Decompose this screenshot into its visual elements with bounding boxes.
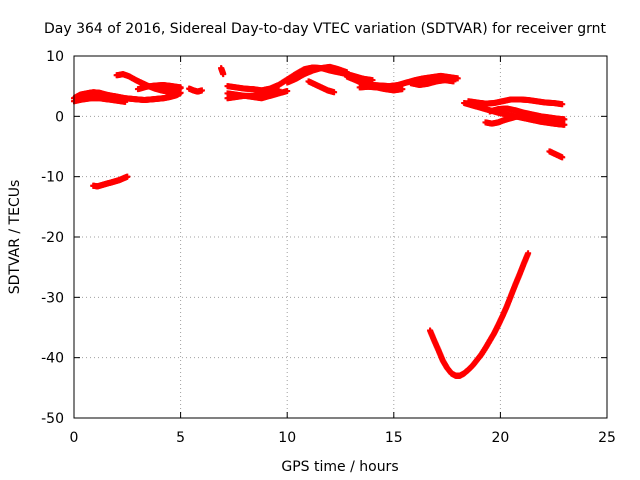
- data-point: [450, 78, 457, 85]
- series-arc-late-4: [482, 111, 527, 127]
- data-point: [399, 86, 406, 93]
- series-arc-early-4: [134, 81, 184, 93]
- y-tick-label: -30: [41, 290, 64, 306]
- series-arc-mid-3: [224, 87, 291, 102]
- series-arc-low-1: [90, 173, 131, 190]
- series-arc-mid-8: [407, 77, 457, 88]
- series-arc-mid-7: [356, 83, 406, 94]
- data-point: [124, 173, 131, 180]
- data-point: [220, 71, 227, 78]
- x-tick-label: 25: [598, 430, 616, 446]
- x-tick-label: 20: [491, 430, 509, 446]
- x-tick-label: 10: [278, 430, 296, 446]
- series-arc-early-5: [186, 85, 205, 95]
- data-point: [559, 101, 566, 108]
- data-point: [561, 121, 568, 128]
- y-tick-label: -10: [41, 170, 64, 186]
- series-arc-dip: [427, 250, 532, 379]
- data-point: [198, 87, 205, 94]
- series-arc-mid-5: [305, 78, 338, 96]
- data-point: [520, 111, 527, 118]
- data-point: [559, 154, 566, 161]
- x-tick-label: 15: [385, 430, 403, 446]
- data-point: [122, 98, 129, 105]
- y-tick-label: 10: [46, 49, 64, 65]
- y-tick-label: -50: [41, 411, 64, 427]
- data-point: [454, 75, 461, 82]
- x-tick-label: 5: [176, 430, 185, 446]
- x-tick-label: 0: [70, 430, 79, 446]
- series-arc-early-2: [71, 95, 129, 105]
- data-point: [177, 84, 184, 91]
- y-axis-label: SDTVAR / TECUs: [7, 180, 23, 295]
- data-point: [331, 89, 338, 96]
- tick-labels: 0 5 10 15 20 25 -50 -40 -30 -20 -10 0 10: [41, 49, 616, 446]
- tick-marks: [73, 55, 608, 419]
- series-arc-late-1: [465, 96, 566, 108]
- y-tick-label: -40: [41, 351, 64, 367]
- series-arc-late-5: [546, 148, 566, 161]
- data-point: [284, 87, 291, 94]
- y-tick-label: -20: [41, 230, 64, 246]
- data-point: [525, 250, 532, 257]
- series-arc-mid-4: [284, 63, 350, 86]
- data-points: [71, 63, 568, 379]
- series-isolated-1: [218, 65, 227, 78]
- series-arc-late-3: [486, 105, 568, 123]
- data-point: [561, 116, 568, 123]
- y-tick-label: 0: [55, 109, 64, 125]
- grid-lines: [74, 56, 607, 418]
- chart-title: Day 364 of 2016, Sidereal Day-to-day VTE…: [44, 21, 606, 37]
- x-axis-label: GPS time / hours: [281, 459, 398, 475]
